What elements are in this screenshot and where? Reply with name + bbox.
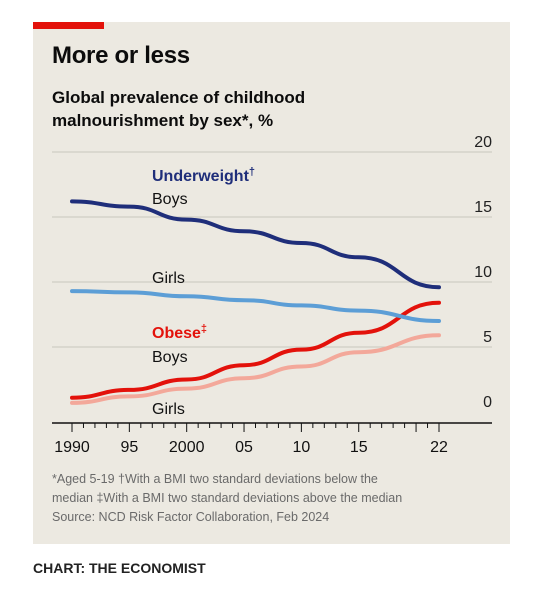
series-line-underweight-boys <box>72 201 439 287</box>
chart-credit: CHART: THE ECONOMIST <box>33 560 206 576</box>
x-tick-label: 22 <box>430 439 448 456</box>
x-tick-label: 95 <box>120 439 138 456</box>
x-tick-label: 1990 <box>54 439 90 456</box>
x-tick-label: 05 <box>235 439 253 456</box>
y-tick-label: 0 <box>483 394 492 411</box>
footnote-line-2: median ‡With a BMI two standard deviatio… <box>52 489 502 508</box>
group-label-obese: Obese‡ <box>152 323 207 342</box>
x-axis: 1990 95 2000 05 10 15 22 <box>52 423 492 456</box>
x-tick-label: 2000 <box>169 439 205 456</box>
chart-notes: *Aged 5-19 †With a BMI two standard devi… <box>52 470 502 527</box>
y-tick-label: 10 <box>474 264 492 281</box>
y-tick-label: 20 <box>474 134 492 151</box>
series-label-obese-boys: Boys <box>152 349 188 366</box>
x-tick-label: 10 <box>292 439 310 456</box>
x-tick-label: 15 <box>350 439 368 456</box>
source-note: Source: NCD Risk Factor Collaboration, F… <box>52 508 502 527</box>
y-tick-label: 5 <box>483 329 492 346</box>
series-line-underweight-girls <box>72 291 439 321</box>
gridlines <box>52 152 492 347</box>
series-line-obese-girls <box>72 335 439 403</box>
series-label-underweight-boys: Boys <box>152 191 188 208</box>
series-lines <box>72 201 439 403</box>
footnote-line-1: *Aged 5-19 †With a BMI two standard devi… <box>52 470 502 489</box>
y-axis-tick-labels: 20 15 10 5 0 <box>474 134 492 411</box>
y-tick-label: 15 <box>474 199 492 216</box>
series-label-underweight-girls: Girls <box>152 270 185 287</box>
series-label-obese-girls: Girls <box>152 401 185 418</box>
group-label-underweight: Underweight† <box>152 166 255 185</box>
